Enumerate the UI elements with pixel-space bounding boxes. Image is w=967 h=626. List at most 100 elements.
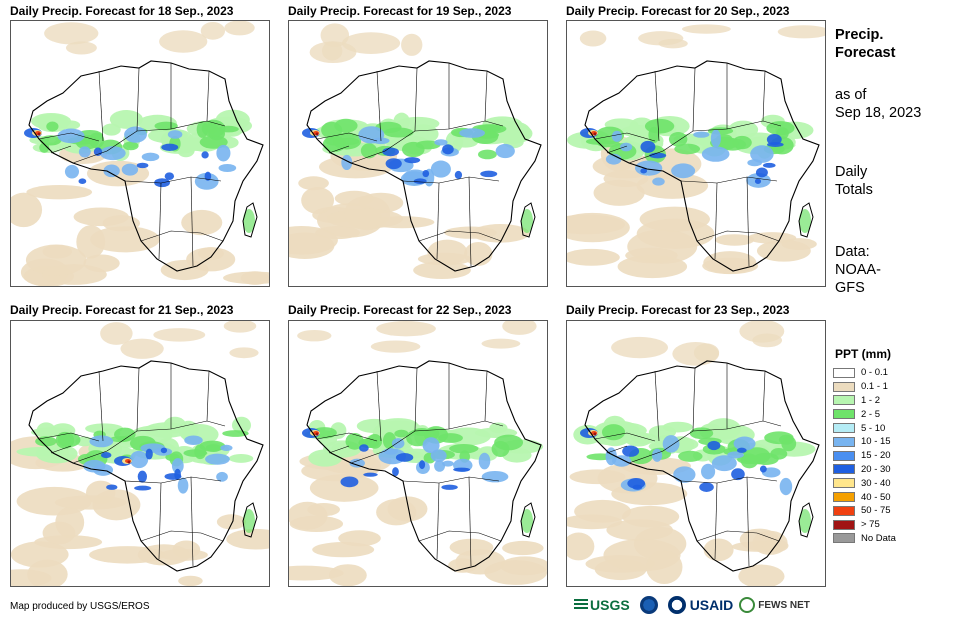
precip-area — [228, 454, 254, 463]
precip-area — [367, 433, 383, 449]
country-border — [72, 120, 226, 164]
precip-area — [122, 141, 139, 151]
precip-area — [360, 143, 378, 159]
precip-area — [320, 23, 350, 48]
country-border — [606, 145, 628, 154]
precip-area — [494, 434, 524, 451]
country-border — [376, 70, 382, 142]
precip-area — [731, 468, 745, 481]
legend-swatch — [833, 381, 855, 392]
precip-area — [57, 128, 85, 144]
fews-globe-icon — [739, 597, 756, 613]
legend-swatch — [833, 367, 855, 378]
precip-area — [733, 436, 756, 451]
country-border — [38, 132, 100, 142]
legend-swatch — [833, 395, 855, 406]
precip-area — [243, 509, 255, 533]
usgs-logo-text: USGS — [590, 597, 630, 613]
country-border — [468, 476, 472, 567]
precip-area — [711, 455, 737, 472]
precip-area — [710, 129, 721, 148]
asof-label: as of — [835, 87, 867, 103]
precip-area — [141, 152, 160, 162]
precip-area — [218, 163, 237, 173]
precip-area — [35, 444, 78, 464]
precip-area — [37, 132, 41, 136]
country-border — [746, 176, 750, 267]
precip-area — [449, 538, 494, 556]
precip-area — [42, 521, 76, 545]
panel-title-3: Daily Precip. Forecast for 20 Sep., 2023 — [566, 4, 790, 18]
precip-area — [39, 142, 50, 153]
legend-swatch — [833, 409, 855, 420]
country-border — [50, 145, 72, 154]
asof-date: Sep 18, 2023 — [835, 105, 922, 121]
precip-area — [100, 452, 112, 459]
precip-area — [625, 247, 678, 264]
precip-area — [64, 164, 80, 179]
panel-title-1: Daily Precip. Forecast for 18 Sep., 2023 — [10, 4, 234, 18]
precip-area — [26, 184, 93, 200]
legend-swatch — [833, 478, 855, 489]
precip-area — [401, 141, 425, 158]
precip-area — [318, 155, 393, 179]
data-label-3: GFS — [835, 280, 865, 296]
precip-area — [521, 509, 533, 533]
precip-area — [57, 432, 81, 448]
precip-area — [767, 142, 784, 147]
legend-item: No Data — [833, 532, 933, 546]
side-data-source: Data: NOAA- GFS — [835, 243, 881, 297]
precip-area — [129, 450, 149, 469]
country-border — [140, 230, 224, 242]
legend-swatch — [833, 423, 855, 434]
precip-area — [422, 170, 430, 178]
precip-area — [31, 113, 72, 130]
precip-area — [178, 575, 203, 586]
precip-area — [359, 444, 369, 452]
precip-area — [441, 484, 458, 490]
legend-item: 40 - 50 — [833, 490, 933, 504]
precip-area — [702, 257, 759, 275]
precip-area — [779, 477, 793, 496]
precip-area — [759, 465, 767, 473]
precip-area — [413, 261, 471, 280]
precip-area — [727, 451, 744, 459]
country-border — [206, 70, 210, 122]
precip-area — [454, 170, 463, 180]
precip-area — [181, 209, 223, 236]
precip-area — [44, 22, 99, 45]
precip-area — [622, 505, 680, 528]
precip-area — [638, 31, 684, 46]
legend-label: 0 - 0.1 — [861, 367, 888, 379]
precip-area — [349, 458, 365, 468]
country-border — [414, 67, 418, 132]
precip-area — [177, 477, 189, 494]
precip-area — [160, 447, 168, 454]
precip-area — [137, 544, 191, 566]
country-border — [418, 230, 502, 242]
legend-item: > 75 — [833, 518, 933, 532]
precip-area — [634, 160, 663, 176]
map-panel-4 — [10, 320, 270, 587]
map-panel-6 — [566, 320, 826, 587]
precip-area — [707, 440, 721, 451]
precip-area — [644, 118, 675, 134]
country-border — [594, 132, 656, 142]
precip-area — [453, 467, 471, 472]
precip-area — [358, 438, 369, 447]
precip-area — [652, 177, 665, 186]
precip-area — [326, 208, 404, 229]
precip-area — [777, 25, 825, 39]
madagascar-outline — [242, 202, 258, 238]
precip-area — [340, 476, 359, 488]
precip-area — [668, 132, 688, 147]
country-border — [328, 445, 350, 454]
side-daily: Daily Totals — [835, 163, 873, 199]
precip-area — [90, 226, 160, 253]
country-border — [594, 432, 656, 442]
madagascar-outline — [520, 202, 536, 238]
country-border — [414, 367, 418, 432]
precip-area — [502, 540, 544, 556]
precip-area — [307, 502, 340, 517]
precip-area — [478, 452, 491, 470]
